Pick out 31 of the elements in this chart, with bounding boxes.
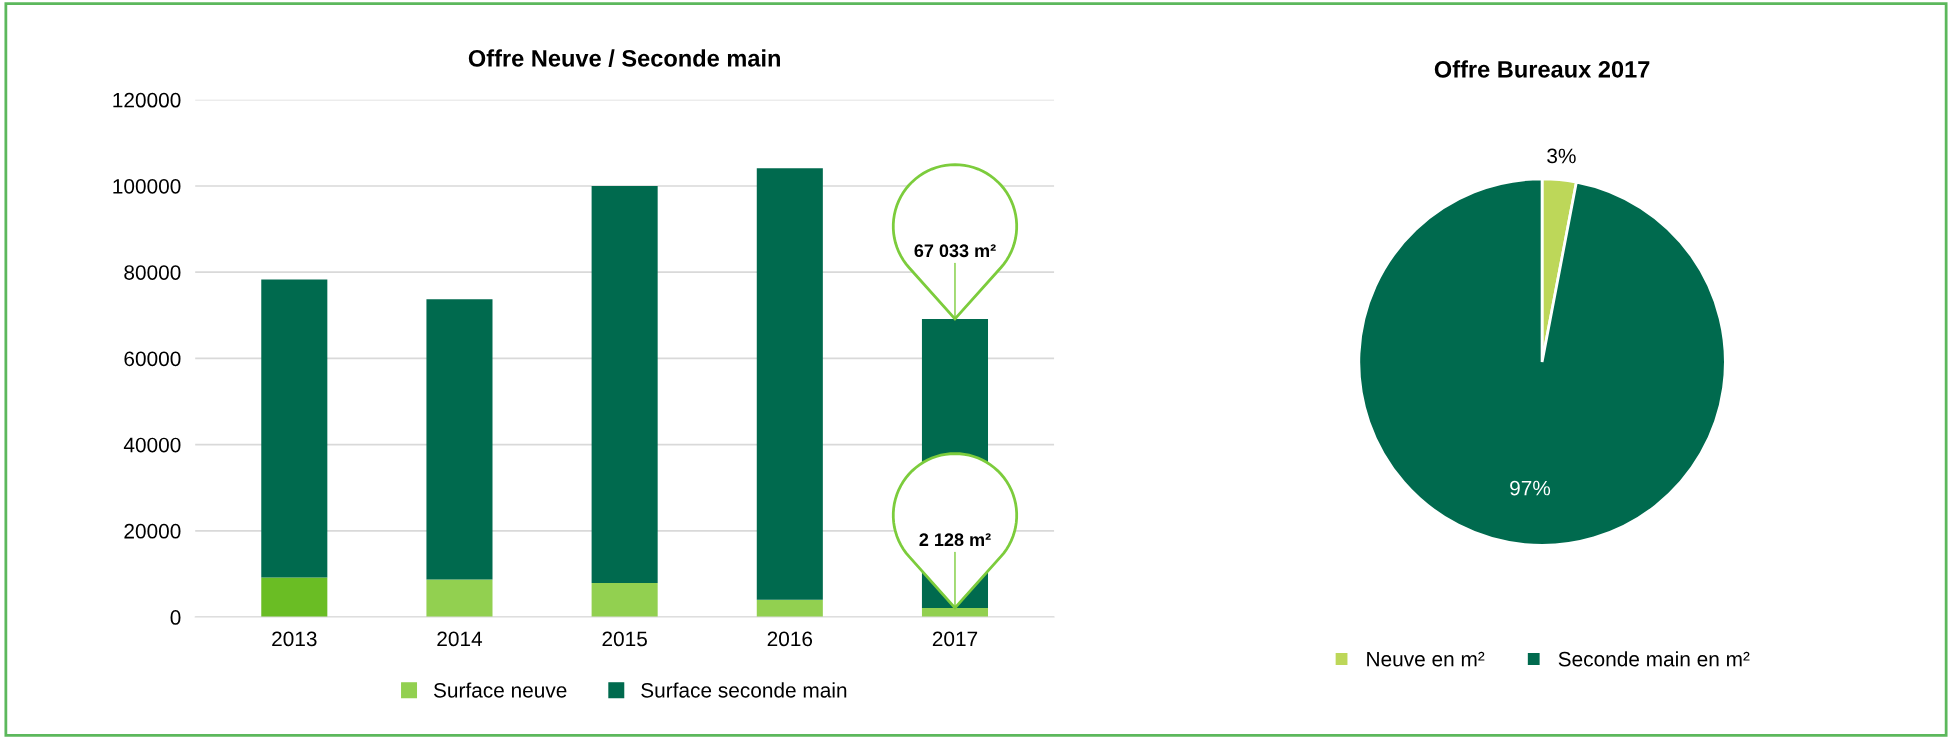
annotation: 2 128 m²	[919, 533, 991, 547]
bar	[591, 583, 658, 618]
annotation: 67 033 m²	[914, 244, 996, 258]
data-label: 3%	[1547, 148, 1576, 164]
bar	[426, 579, 493, 618]
y-tick-label: 120000	[113, 92, 181, 108]
y-tick-label: 100000	[113, 178, 181, 194]
x-tick-label: 2016	[767, 631, 813, 647]
pie-slice	[1357, 177, 1727, 547]
bar	[261, 577, 328, 618]
bar	[756, 599, 823, 618]
bar	[591, 185, 658, 584]
x-tick-label: 2014	[437, 631, 483, 647]
x-tick-label: 2015	[602, 631, 647, 647]
chart-title: Offre Neuve / Seconde main	[468, 49, 780, 67]
legend-label: Surface seconde main	[641, 682, 847, 698]
bar	[426, 299, 493, 580]
y-tick-label: 60000	[124, 351, 181, 367]
y-tick-label: 0	[170, 610, 181, 625]
x-tick-label: 2013	[272, 631, 317, 647]
legend-label: Neuve en m²	[1367, 651, 1485, 667]
chart-title: Offre Bureaux 2017	[1434, 60, 1650, 78]
y-tick-label: 40000	[123, 437, 181, 453]
bar	[261, 279, 328, 578]
data-label: 97%	[1510, 480, 1551, 496]
y-tick-label: 80000	[124, 265, 181, 280]
legend-label: Seconde main en m²	[1558, 651, 1750, 667]
bar	[756, 168, 823, 600]
legend-label: Surface neuve	[433, 682, 567, 698]
x-tick-label: 2017	[932, 631, 978, 647]
y-tick-label: 20000	[124, 523, 181, 539]
